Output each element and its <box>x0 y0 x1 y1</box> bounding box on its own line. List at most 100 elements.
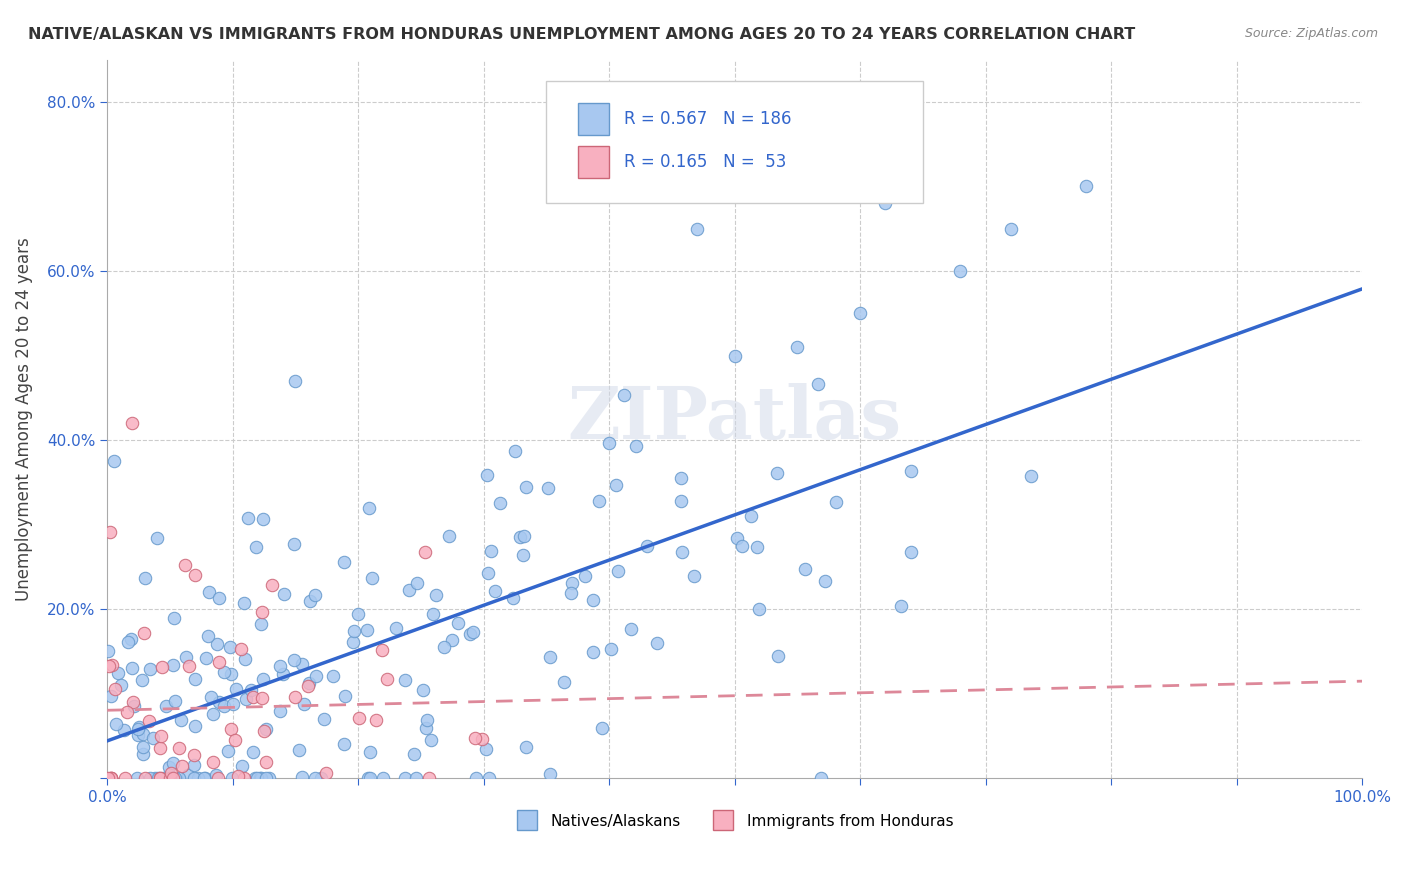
Point <box>582 593 605 607</box>
Point <box>284 374 307 388</box>
Point <box>309 771 332 785</box>
Point <box>231 759 253 773</box>
Point <box>100 525 122 540</box>
Point <box>120 632 142 646</box>
Point <box>97 771 120 785</box>
Point <box>198 585 221 599</box>
Point <box>503 443 526 458</box>
Point <box>283 537 305 551</box>
Point <box>184 568 207 582</box>
Point <box>538 650 561 665</box>
Point <box>537 481 560 495</box>
Point <box>224 733 246 747</box>
Point <box>174 650 197 665</box>
Point <box>626 439 648 453</box>
Text: Source: ZipAtlas.com: Source: ZipAtlas.com <box>1244 27 1378 40</box>
Point <box>415 721 437 735</box>
Point <box>489 496 512 510</box>
Point <box>117 634 139 648</box>
Point <box>232 596 254 610</box>
Text: R = 0.567   N = 186: R = 0.567 N = 186 <box>624 110 792 128</box>
Point <box>100 689 122 703</box>
Point <box>122 695 145 709</box>
Point <box>723 349 745 363</box>
Point <box>197 629 219 643</box>
Point <box>167 771 190 785</box>
Point <box>740 508 762 523</box>
Point <box>287 743 309 757</box>
Y-axis label: Unemployment Among Ages 20 to 24 years: Unemployment Among Ages 20 to 24 years <box>15 237 32 601</box>
Point <box>413 544 436 558</box>
Point <box>292 698 315 712</box>
Point <box>254 755 277 769</box>
Point <box>253 723 276 738</box>
Point <box>591 721 613 735</box>
Point <box>149 771 172 785</box>
Point <box>669 494 692 508</box>
Point <box>347 711 370 725</box>
Point <box>131 673 153 688</box>
Point <box>394 673 416 688</box>
Point <box>257 771 280 785</box>
Point <box>205 637 228 651</box>
Point <box>484 583 506 598</box>
Point <box>200 690 222 704</box>
Point <box>132 625 155 640</box>
Point <box>162 657 184 672</box>
Point <box>150 659 173 673</box>
Point <box>730 539 752 553</box>
Point <box>359 771 381 785</box>
FancyBboxPatch shape <box>547 81 922 203</box>
Point <box>574 569 596 583</box>
Point <box>174 558 197 573</box>
Point <box>343 624 366 638</box>
Legend: Natives/Alaskans, Immigrants from Honduras: Natives/Alaskans, Immigrants from Hondur… <box>509 807 959 835</box>
Point <box>167 740 190 755</box>
Point <box>179 659 201 673</box>
Point <box>305 669 328 683</box>
Point <box>162 771 184 785</box>
Point <box>127 728 149 742</box>
Point <box>219 667 242 681</box>
Point <box>298 676 321 690</box>
Point <box>297 679 319 693</box>
Point <box>97 644 120 658</box>
Point <box>100 771 122 785</box>
Point <box>121 661 143 675</box>
Point <box>825 495 848 509</box>
Point <box>183 672 205 686</box>
Point <box>460 627 482 641</box>
Point <box>304 771 326 785</box>
Point <box>104 681 127 696</box>
Point <box>250 690 273 705</box>
Point <box>246 771 269 785</box>
Point <box>107 665 129 680</box>
Point <box>304 588 326 602</box>
Point <box>205 768 228 782</box>
Point <box>515 740 537 755</box>
Point <box>138 714 160 729</box>
Point <box>793 562 815 576</box>
Point <box>406 576 429 591</box>
Point <box>221 722 243 736</box>
Point <box>201 756 224 770</box>
Point <box>217 744 239 758</box>
Point <box>949 264 972 278</box>
Point <box>202 707 225 722</box>
Point <box>686 221 709 235</box>
Point <box>1074 179 1097 194</box>
Point <box>269 658 291 673</box>
Point <box>193 771 215 785</box>
Point <box>509 530 531 544</box>
Point <box>249 771 271 785</box>
Point <box>183 748 205 763</box>
Point <box>322 669 344 683</box>
Bar <box>578 145 609 178</box>
Point <box>312 712 335 726</box>
Point <box>252 672 274 686</box>
Point <box>221 771 243 785</box>
Point <box>125 771 148 785</box>
Point <box>187 771 209 785</box>
Point <box>283 653 305 667</box>
Point <box>242 746 264 760</box>
